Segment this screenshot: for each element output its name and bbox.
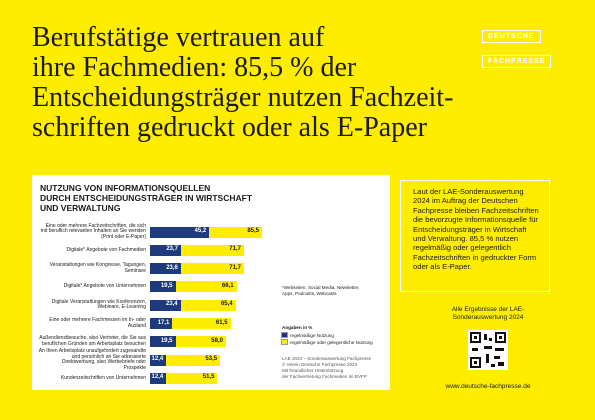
value-label: 66,1 bbox=[221, 282, 234, 289]
source-line: der Fachvertretung Fachmedien im BVFP bbox=[282, 374, 367, 379]
value-label: 23,4 bbox=[165, 301, 178, 308]
bar bbox=[150, 263, 181, 275]
value-label: 23,7 bbox=[166, 246, 179, 253]
chart-title: UND VERWALTUNG bbox=[40, 203, 121, 213]
title-line: ihre Fachmedien: 85,5 % der bbox=[32, 52, 357, 83]
value-label: 45,2 bbox=[194, 228, 207, 234]
value-label: 51,5 bbox=[202, 374, 215, 381]
legend-swatch bbox=[281, 332, 288, 338]
source-line: Mit freundlicher Unterstützung bbox=[282, 368, 344, 373]
value-label: 58,0 bbox=[211, 337, 223, 344]
logo-word: FACHPRESSE bbox=[482, 55, 552, 68]
bar bbox=[150, 318, 231, 329]
title-line: schriften gedruckt oder als E-Paper bbox=[32, 112, 427, 143]
bar bbox=[150, 226, 210, 238]
bar bbox=[150, 281, 237, 293]
legend-label: regelmäßige oder gelegentliche Nutzung bbox=[290, 339, 373, 345]
bar bbox=[150, 299, 181, 311]
category-label: Eine oder mehrere Fachmessen im In- oder… bbox=[49, 316, 146, 329]
bar bbox=[150, 281, 176, 293]
category-label: Digitale* Angebote von Fachmedien bbox=[66, 246, 147, 253]
category-label: Digitale* Angebote von Unternehmen bbox=[63, 283, 146, 290]
bar bbox=[150, 244, 182, 256]
bar bbox=[150, 354, 221, 366]
value-label: 71,7 bbox=[229, 264, 241, 271]
logo-word: DEUTSCHE bbox=[482, 30, 541, 43]
value-label: 12,4 bbox=[151, 356, 164, 363]
title-line: Entscheidungsträger nutzen Fachzeit- bbox=[32, 82, 454, 113]
source-line: LAE 2024 – Sonderauswertung Fachpresse bbox=[282, 356, 372, 361]
bar bbox=[150, 372, 167, 384]
bar bbox=[150, 263, 244, 275]
legend-label: regelmäßige Nutzung bbox=[290, 332, 334, 338]
url: www.deutsche-fachpresse.de bbox=[445, 383, 531, 390]
qr-code bbox=[468, 330, 508, 370]
legend-swatch bbox=[281, 339, 288, 345]
bar bbox=[150, 299, 236, 311]
chart-panel: NUTZUNG VON INFORMATIONSQUELLEN DURCH ENT… bbox=[32, 175, 390, 390]
bar bbox=[150, 244, 244, 256]
value-label: 53,5 bbox=[205, 356, 218, 363]
category-label: Außendienstbesuche, also Vertreter, die … bbox=[39, 335, 146, 347]
bar bbox=[150, 318, 173, 329]
category-label: Kundenzeitschriften von Unternehmen bbox=[60, 374, 146, 381]
chart-title: DURCH ENTSCHEIDUNGSTRÄGER IN WIRTSCHAFT bbox=[40, 193, 253, 203]
units-note: Angaben in % bbox=[282, 325, 313, 330]
category-label: Eine oder mehrere Fachzeitschriften, die… bbox=[40, 222, 146, 240]
value-label: 19,5 bbox=[160, 282, 173, 289]
value-label: 12,4 bbox=[151, 374, 164, 381]
category-label: Veranstaltungen wie Kongresse, Tagungen,… bbox=[49, 262, 146, 274]
title-line: Berufstätige vertrauen auf bbox=[32, 22, 325, 53]
bar bbox=[150, 372, 218, 384]
bar bbox=[150, 354, 167, 366]
results-note: Alle Ergebnisse der LAE-Sonderauswertung… bbox=[451, 306, 525, 321]
footnote: *Webseiten, Social Media, Newsletter, Ap… bbox=[282, 285, 360, 296]
category-label: An Ihren Arbeitsplatz unaufgefordert zug… bbox=[38, 347, 146, 371]
bar bbox=[150, 336, 176, 348]
value-label: 65,4 bbox=[220, 301, 233, 308]
value-label: 23,6 bbox=[166, 264, 178, 271]
bar bbox=[150, 336, 226, 348]
category-label: Digitale Veranstaltungen wie Konferenzen… bbox=[51, 298, 146, 311]
value-label: 71,7 bbox=[229, 246, 241, 253]
chart-title: NUTZUNG VON INFORMATIONSQUELLEN bbox=[40, 183, 211, 193]
value-label: 19,5 bbox=[160, 337, 173, 344]
source-line: © Verein Deutsche Fachpresse 2024 bbox=[282, 362, 358, 367]
info-box: Laut der LAE-Sonderauswertung 2024 im Au… bbox=[400, 180, 550, 292]
value-label: 85,5 bbox=[247, 228, 259, 234]
value-label: 61,5 bbox=[215, 319, 228, 326]
value-label: 17,1 bbox=[157, 319, 170, 326]
